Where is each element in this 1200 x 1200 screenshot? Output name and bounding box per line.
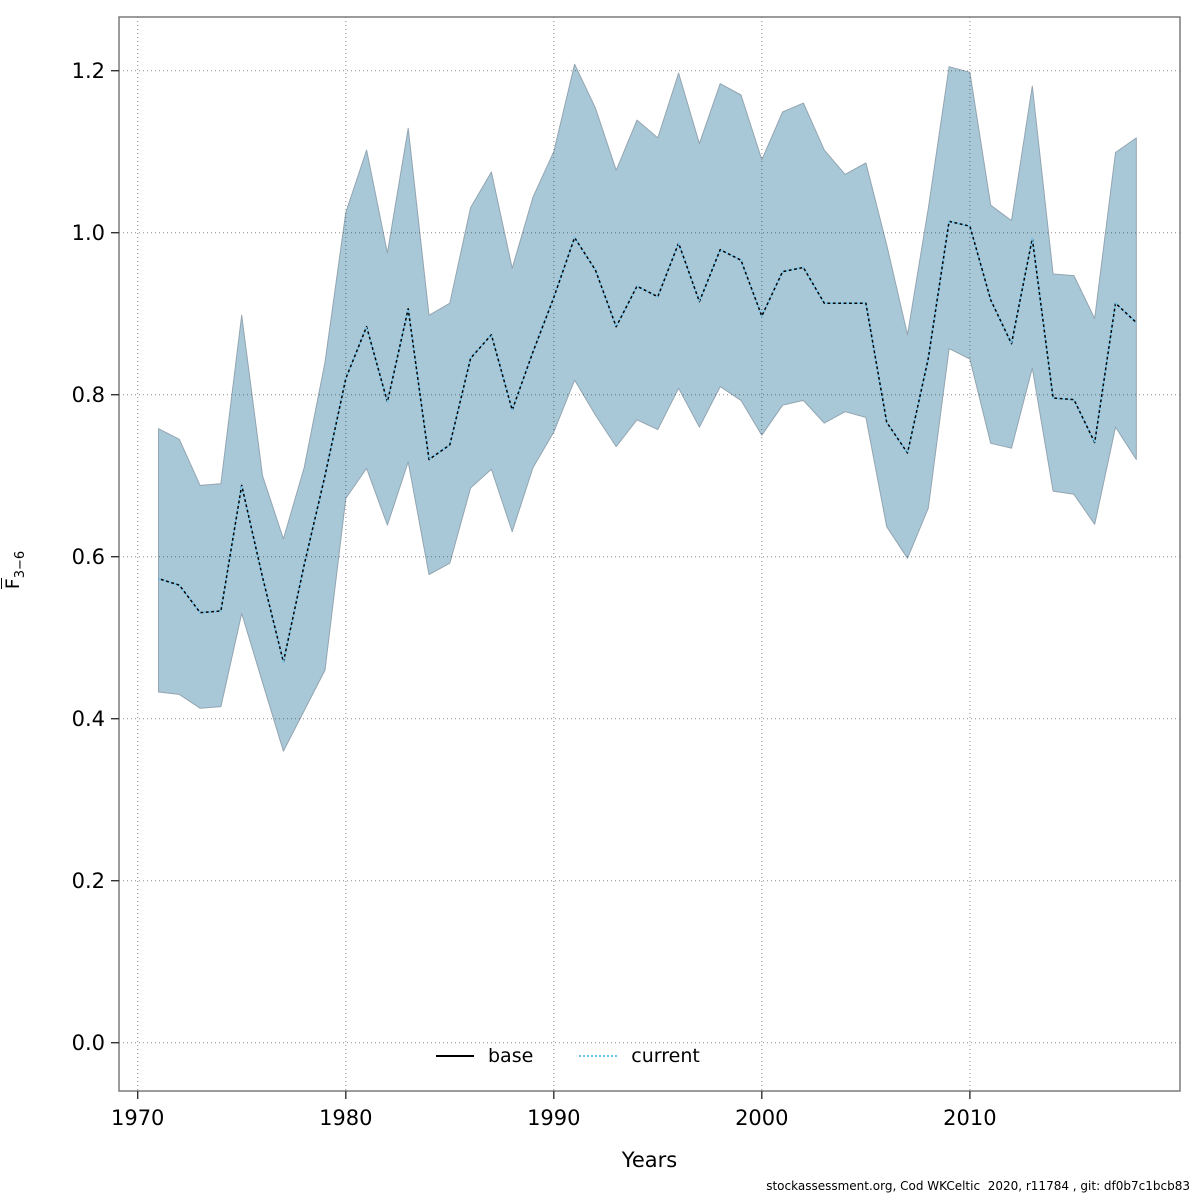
y-tick-label: 0.8 bbox=[72, 383, 105, 407]
y-tick-label: 0.6 bbox=[72, 545, 105, 569]
y-tick-label: 0.2 bbox=[72, 869, 105, 893]
y-tick-label: 1.0 bbox=[72, 221, 105, 245]
x-tick-label: 1970 bbox=[111, 1106, 164, 1130]
legend-label-base: base bbox=[488, 1045, 534, 1067]
x-tick-label: 1980 bbox=[319, 1106, 372, 1130]
plot-border bbox=[118, 16, 1181, 1092]
y-axis-title: F3−6 bbox=[1, 530, 28, 610]
x-tick-label: 1990 bbox=[527, 1106, 580, 1130]
y-axis-title-fbar: F bbox=[1, 578, 24, 590]
legend-label-current: current bbox=[631, 1045, 700, 1067]
x-tick-label: 2000 bbox=[735, 1106, 788, 1130]
x-axis-title: Years bbox=[621, 1148, 678, 1172]
y-tick-label: 0.4 bbox=[72, 707, 105, 731]
x-tick-label: 2010 bbox=[943, 1106, 996, 1130]
legend-item-current: current bbox=[579, 1045, 700, 1067]
legend-item-base: base bbox=[436, 1045, 533, 1067]
confidence-band bbox=[158, 63, 1137, 752]
current-line-swatch bbox=[579, 1055, 618, 1057]
legend: base current bbox=[436, 1040, 700, 1072]
y-tick-label: 1.2 bbox=[72, 59, 105, 83]
base-line-swatch bbox=[436, 1055, 474, 1057]
footer-attribution: stockassessment.org, Cod WKCeltic 2020, … bbox=[766, 1179, 1190, 1193]
current-line bbox=[158, 220, 1137, 663]
y-tick-label: 0.0 bbox=[72, 1031, 105, 1055]
y-axis-title-subscript: 3−6 bbox=[12, 550, 28, 579]
